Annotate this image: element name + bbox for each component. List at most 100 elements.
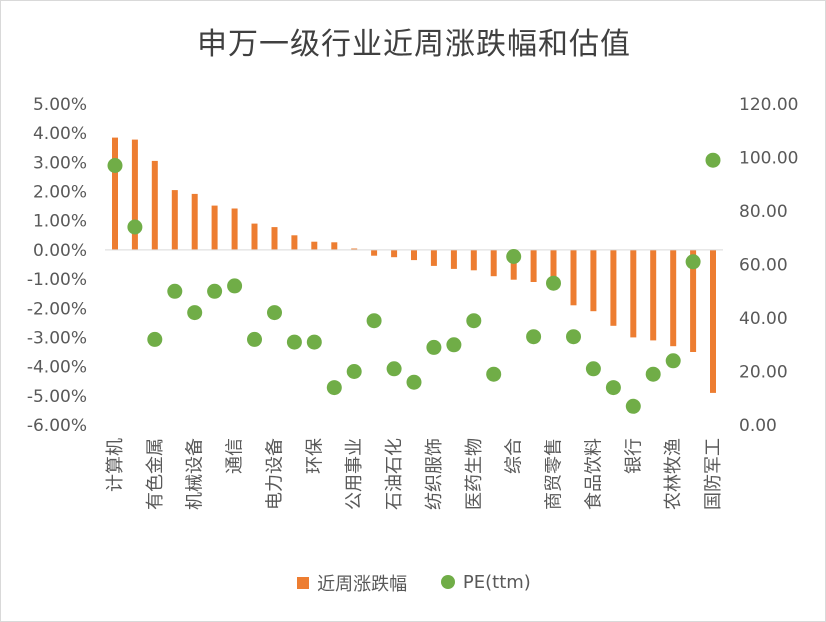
bar	[550, 249, 557, 290]
right-tick-label: 20.00	[739, 363, 788, 383]
pe-point	[167, 283, 183, 299]
left-tick-label: -5.00%	[27, 387, 87, 407]
bar	[311, 241, 318, 250]
bar	[211, 205, 218, 250]
bar	[331, 242, 338, 250]
left-tick-label: -6.00%	[27, 416, 87, 436]
bar	[371, 249, 378, 256]
pe-point	[685, 254, 701, 270]
bar	[391, 249, 398, 258]
legend: 近周涨跌幅 PE(ttm)	[1, 570, 826, 596]
pe-point	[566, 329, 581, 345]
bar	[590, 249, 597, 312]
pe-point	[486, 366, 502, 382]
bar	[670, 249, 677, 347]
bar-series	[112, 137, 716, 393]
legend-item-bar: 近周涨跌幅	[297, 570, 407, 596]
legend-label-bar: 近周涨跌幅	[317, 574, 408, 595]
bar	[112, 137, 118, 250]
right-tick-label: 0.00	[739, 416, 777, 436]
pe-point	[306, 334, 322, 350]
pe-point	[625, 398, 641, 414]
pe-point	[466, 313, 482, 329]
pe-point	[506, 249, 522, 264]
pe-point	[286, 334, 302, 350]
category-label: 通信	[225, 438, 246, 474]
plot-area: 5.00% 4.00% 3.00% 2.00% 1.00% 0.00% -1.00% -2.0…	[27, 95, 799, 510]
pe-point	[446, 337, 462, 353]
pe-point	[107, 158, 123, 173]
left-tick-label: 3.00%	[33, 153, 87, 173]
bar	[271, 227, 278, 250]
right-tick-label: 40.00	[739, 309, 788, 329]
left-tick-label: 1.00%	[33, 212, 87, 232]
bar	[610, 249, 617, 326]
pe-point	[247, 331, 262, 347]
left-tick-label: 4.00%	[33, 124, 87, 144]
legend-item-pe: PE(ttm)	[440, 571, 531, 593]
category-label: 公用事业	[344, 438, 365, 510]
right-tick-label: 100.00	[739, 149, 798, 169]
bar	[151, 160, 158, 250]
left-tick-label: -4.00%	[27, 358, 87, 378]
bar	[510, 249, 517, 280]
bar	[411, 249, 417, 261]
chart-title: 申万一级行业近周涨跌幅和估值	[197, 27, 631, 62]
bar	[650, 249, 657, 341]
pe-point	[366, 313, 382, 329]
pe-point	[326, 380, 342, 396]
category-label: 食品饮料	[583, 438, 604, 510]
category-label: 纺织服饰	[424, 438, 445, 510]
bar	[251, 223, 258, 250]
pe-point	[705, 152, 721, 168]
pe-point	[426, 339, 442, 355]
bar	[351, 248, 358, 250]
category-label: 综合	[504, 438, 525, 474]
category-label: 计算机	[105, 438, 126, 492]
pe-point	[645, 366, 661, 382]
pe-point	[267, 305, 282, 321]
bar	[630, 249, 637, 338]
category-label: 农林牧渔	[663, 438, 684, 510]
bar	[291, 235, 298, 250]
right-tick-label: 80.00	[739, 202, 788, 222]
pe-point	[187, 305, 203, 321]
left-tick-label: 2.00%	[33, 183, 87, 203]
category-label: 商贸零售	[544, 438, 565, 510]
pe-point	[605, 380, 621, 396]
pe-point	[346, 364, 362, 379]
pe-point	[665, 353, 681, 369]
bar	[570, 249, 577, 306]
legend-swatch-pe	[440, 575, 455, 589]
left-tick-label: -1.00%	[27, 270, 87, 290]
category-label: 有色金属	[145, 438, 166, 510]
pe-point	[386, 361, 402, 377]
bar	[430, 249, 437, 266]
bar	[530, 249, 537, 282]
bar	[191, 193, 198, 250]
right-axis-ticks: 120.00 100.00 80.00 60.00 40.00 20.00 0.00	[739, 95, 798, 436]
pe-point	[127, 219, 143, 235]
pe-point	[227, 278, 243, 294]
left-axis-ticks: 5.00% 4.00% 3.00% 2.00% 1.00% 0.00% -1.00% -2.0…	[27, 95, 87, 436]
pe-series	[107, 152, 721, 414]
right-tick-label: 120.00	[739, 95, 798, 115]
pe-point	[585, 361, 601, 377]
legend-label-pe: PE(ttm)	[462, 571, 531, 593]
category-label: 医药生物	[464, 438, 485, 510]
pe-point	[526, 329, 542, 345]
left-tick-label: 5.00%	[33, 95, 87, 115]
category-label: 国防军工	[703, 438, 724, 510]
right-tick-label: 60.00	[739, 256, 788, 276]
bar	[490, 249, 497, 277]
pe-point	[406, 374, 422, 390]
bar	[710, 249, 716, 393]
category-label: 石油石化	[384, 438, 405, 510]
bar	[450, 249, 457, 269]
pe-point	[207, 283, 223, 299]
bar	[231, 208, 238, 250]
legend-swatch-bar	[297, 577, 310, 589]
left-tick-label: -2.00%	[27, 299, 87, 319]
category-label: 电力设备	[264, 438, 285, 510]
